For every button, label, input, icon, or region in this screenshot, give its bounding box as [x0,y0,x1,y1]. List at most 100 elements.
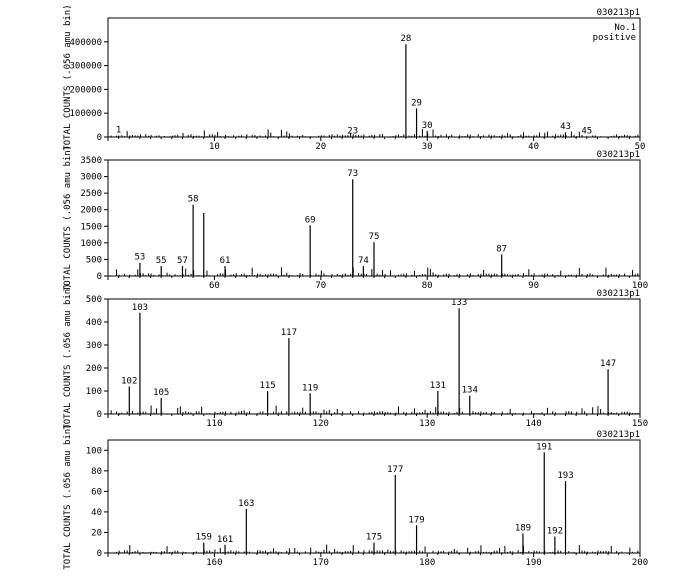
peak-label: 87 [496,244,507,254]
x-tick-label: 20 [315,142,326,152]
y-tick-label: 100 [86,387,102,397]
sample-id: 030213p1 [597,289,640,299]
x-tick-label: 60 [209,281,220,291]
x-tick-label: 190 [525,558,541,568]
y-tick-label: 20 [91,528,102,538]
peak-label: 189 [515,523,531,533]
peak-label: 175 [366,533,382,543]
peak-label: 179 [408,515,424,525]
sample-id: 030213p1 [597,150,640,160]
y-tick-label: 200 [86,364,102,374]
y-tick-label: 1500 [80,222,102,232]
peak-label: 191 [536,442,552,452]
x-tick-label: 50 [635,142,646,152]
y-tick-label: 200000 [69,85,102,95]
peak-label: 30 [422,121,433,131]
peak-label: 69 [305,215,316,225]
peak-label: 119 [302,383,318,393]
x-tick-label: 140 [525,419,541,429]
peak-label: 102 [121,376,137,386]
peak-label: 73 [347,169,358,179]
x-tick-label: 150 [632,419,648,429]
y-tick-label: 0 [97,549,102,559]
peak-label: 58 [188,195,199,205]
peak-label: 131 [430,381,446,391]
peak-label: 192 [547,527,563,537]
x-tick-label: 100 [632,281,648,291]
x-tick-label: 30 [422,142,433,152]
y-tick-label: 0 [97,272,102,282]
spectrum-panel-4: 030213p1 TOTAL COUNTS (.056 amu bin) 0 20 40… [63,423,648,569]
sample-id: 030213p1 [597,430,640,440]
peak-label: 43 [560,122,571,132]
y-tick-label: 100000 [69,109,102,119]
y-axis-label: TOTAL COUNTS (.056 amu bin) [63,423,73,569]
x-tick-label: 120 [313,419,329,429]
y-tick-label: 400 [86,318,102,328]
peak-label: 23 [347,127,358,137]
x-tick-label: 180 [419,558,435,568]
y-tick-label: 300 [86,341,102,351]
y-tick-label: 500 [86,255,102,265]
y-axis-label: TOTAL COUNTS (.056 amu bin) [63,145,73,291]
peak-label: 28 [400,34,411,44]
y-tick-label: 100 [86,446,102,456]
spectrum-panel-2: 030213p1 TOTAL COUNTS (.056 amu bin) 0 500 1… [63,145,648,291]
y-tick-label: 0 [97,410,102,420]
y-tick-label: 300000 [69,62,102,72]
peak-label: 134 [462,386,478,396]
peak-label: 193 [557,471,573,481]
peak-label: 55 [156,256,167,266]
peak-label: 75 [369,232,380,242]
plot-frame [107,298,641,415]
peak-label: 74 [358,256,369,266]
peak-label: 57 [177,256,188,266]
peak-label: 161 [217,535,233,545]
peak-label: 1 [116,126,121,136]
peak-label: 177 [387,465,403,475]
y-tick-label: 3000 [80,173,102,183]
y-tick-label: 40 [91,508,102,518]
peak-label: 53 [134,253,145,263]
peak-label: 147 [600,359,616,369]
plot-frame [107,17,641,138]
x-tick-label: 90 [528,281,539,291]
peak-label: 29 [411,98,422,108]
peak-label: 105 [153,388,169,398]
x-tick-label: 70 [315,281,326,291]
x-tick-label: 40 [528,142,539,152]
sample-id: 030213p1 [597,8,640,18]
peak-label: 117 [281,328,297,338]
x-tick-label: 110 [206,419,222,429]
x-tick-label: 170 [313,558,329,568]
peak-label: 103 [132,303,148,313]
y-tick-label: 80 [91,467,102,477]
y-tick-label: 3500 [80,156,102,166]
panel-note: No.1 [614,23,636,33]
y-tick-label: 500 [86,295,102,305]
y-tick-label: 1000 [80,239,102,249]
y-tick-label: 60 [91,487,102,497]
peak-label: 115 [259,381,275,391]
panel-note: positive [593,33,636,43]
x-tick-label: 80 [422,281,433,291]
y-axis-label: TOTAL COUNTS (.056 amu bin) [63,4,73,150]
x-tick-label: 10 [209,142,220,152]
x-tick-label: 130 [419,419,435,429]
peak-label: 45 [581,126,592,136]
peak-label: 159 [196,533,212,543]
x-tick-label: 200 [632,558,648,568]
peak-label: 133 [451,298,467,308]
y-tick-label: 0 [97,133,102,143]
peak-label: 61 [220,256,231,266]
spectrum-panel-3: 030213p1 TOTAL COUNTS (.056 amu bin) 0 100 2… [63,283,648,429]
y-tick-label: 400000 [69,38,102,48]
x-tick-label: 160 [206,558,222,568]
y-tick-label: 2500 [80,189,102,199]
y-tick-label: 2000 [80,206,102,216]
peak-label: 163 [238,499,254,509]
y-axis-label: TOTAL COUNTS (.056 amu bin) [63,283,73,429]
